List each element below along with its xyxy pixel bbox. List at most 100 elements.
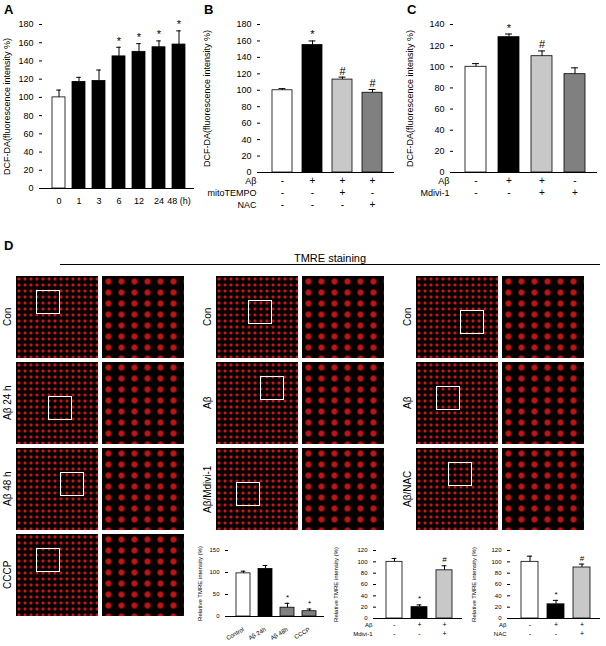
- svg-text:100: 100: [18, 92, 33, 102]
- svg-text:+: +: [442, 621, 446, 628]
- svg-text:+: +: [340, 175, 346, 186]
- svg-text:+: +: [442, 630, 446, 637]
- svg-text:Aβ: Aβ: [365, 622, 373, 628]
- svg-text:Relative TMRE intensity (%): Relative TMRE intensity (%): [197, 546, 203, 621]
- svg-text:0: 0: [56, 196, 61, 206]
- svg-text:1: 1: [76, 196, 81, 206]
- svg-text:20: 20: [23, 165, 33, 175]
- svg-text:100: 100: [429, 62, 444, 72]
- svg-text:80: 80: [23, 110, 33, 120]
- svg-text:80: 80: [361, 570, 368, 576]
- svg-text:20: 20: [434, 146, 444, 156]
- svg-text:48 (h): 48 (h): [167, 196, 191, 206]
- svg-text:100: 100: [236, 85, 251, 95]
- svg-text:24: 24: [154, 196, 164, 206]
- svg-text:NAC: NAC: [237, 200, 257, 210]
- svg-text:60: 60: [434, 104, 444, 114]
- svg-text:*: *: [157, 28, 162, 40]
- svg-text:*: *: [286, 593, 289, 602]
- svg-text:#: #: [539, 38, 546, 50]
- svg-text:-: -: [573, 175, 576, 186]
- svg-text:mitoTEMPO: mitoTEMPO: [207, 188, 256, 198]
- svg-text:+: +: [580, 621, 584, 628]
- svg-text:Mdivi-1: Mdivi-1: [353, 631, 373, 637]
- svg-text:60: 60: [495, 581, 502, 587]
- svg-text:DCF-DA(fluorescence intensity: DCF-DA(fluorescence intensity %): [202, 30, 212, 167]
- svg-text:140: 140: [429, 19, 444, 29]
- svg-text:-: -: [371, 187, 374, 198]
- svg-text:12: 12: [134, 196, 144, 206]
- svg-text:6: 6: [116, 196, 121, 206]
- svg-text:180: 180: [18, 19, 33, 29]
- svg-text:-: -: [393, 630, 396, 637]
- svg-text:-: -: [474, 187, 477, 198]
- svg-text:+: +: [370, 175, 376, 186]
- svg-text:40: 40: [495, 593, 502, 599]
- svg-text:+: +: [554, 621, 558, 628]
- svg-text:60: 60: [241, 118, 251, 128]
- svg-text:20: 20: [241, 151, 251, 161]
- svg-text:-: -: [341, 199, 344, 210]
- svg-text:-: -: [418, 630, 421, 637]
- svg-text:+: +: [310, 175, 316, 186]
- svg-text:#: #: [369, 77, 376, 89]
- svg-text:120: 120: [357, 547, 368, 553]
- svg-text:+: +: [580, 630, 584, 637]
- svg-text:+: +: [506, 175, 512, 186]
- svg-text:80: 80: [495, 570, 502, 576]
- svg-text:*: *: [177, 18, 182, 30]
- svg-text:Aβ 48h: Aβ 48h: [269, 626, 289, 641]
- svg-text:-: -: [311, 187, 314, 198]
- svg-text:#: #: [339, 65, 346, 77]
- svg-text:40: 40: [434, 125, 444, 135]
- svg-text:-: -: [311, 199, 314, 210]
- svg-text:Relative TMRE intensity (%): Relative TMRE intensity (%): [471, 547, 477, 622]
- svg-text:-: -: [529, 630, 532, 637]
- svg-text:*: *: [137, 31, 142, 43]
- svg-text:Control: Control: [225, 626, 245, 641]
- svg-text:120: 120: [491, 547, 502, 553]
- svg-text:140: 140: [18, 56, 33, 66]
- svg-text:180: 180: [236, 19, 251, 29]
- svg-text:Relative TMRE intensity (%): Relative TMRE intensity (%): [333, 547, 339, 622]
- svg-text:40: 40: [361, 593, 368, 599]
- svg-text:+: +: [539, 175, 545, 186]
- svg-text:*: *: [418, 594, 421, 603]
- svg-text:60: 60: [23, 129, 33, 139]
- svg-text:NAC: NAC: [494, 631, 507, 637]
- svg-text:100: 100: [357, 559, 368, 565]
- svg-text:+: +: [417, 621, 421, 628]
- svg-text:40: 40: [241, 134, 251, 144]
- svg-text:0: 0: [28, 183, 33, 193]
- svg-text:*: *: [507, 22, 512, 34]
- svg-text:140: 140: [236, 52, 251, 62]
- svg-text:0: 0: [216, 613, 220, 619]
- svg-text:-: -: [281, 187, 284, 198]
- svg-text:CCCP: CCCP: [293, 626, 311, 640]
- svg-text:*: *: [117, 35, 122, 47]
- svg-text:*: *: [310, 28, 315, 40]
- svg-text:20: 20: [495, 604, 502, 610]
- svg-text:Mdivi-1: Mdivi-1: [420, 188, 449, 198]
- svg-text:+: +: [572, 187, 578, 198]
- svg-text:3: 3: [96, 196, 101, 206]
- svg-text:+: +: [370, 199, 376, 210]
- svg-text:Aβ: Aβ: [438, 176, 449, 186]
- svg-text:-: -: [529, 621, 532, 628]
- svg-text:Aβ: Aβ: [499, 622, 507, 628]
- svg-text:DCF-DA(fluorescence intensity: DCF-DA(fluorescence intensity %): [405, 30, 415, 167]
- svg-text:100: 100: [209, 569, 220, 575]
- svg-text:160: 160: [236, 36, 251, 46]
- svg-text:80: 80: [241, 102, 251, 112]
- svg-text:DCF-DA(fluorescence intensity: DCF-DA(fluorescence intensity %): [2, 38, 12, 175]
- svg-text:+: +: [340, 187, 346, 198]
- svg-text:120: 120: [236, 69, 251, 79]
- svg-text:-: -: [474, 175, 477, 186]
- svg-text:-: -: [507, 187, 510, 198]
- svg-text:+: +: [539, 187, 545, 198]
- svg-text:80: 80: [434, 83, 444, 93]
- svg-text:150: 150: [209, 547, 220, 553]
- svg-text:50: 50: [213, 591, 220, 597]
- svg-text:Aβ 24h: Aβ 24h: [247, 626, 267, 641]
- svg-text:120: 120: [18, 74, 33, 84]
